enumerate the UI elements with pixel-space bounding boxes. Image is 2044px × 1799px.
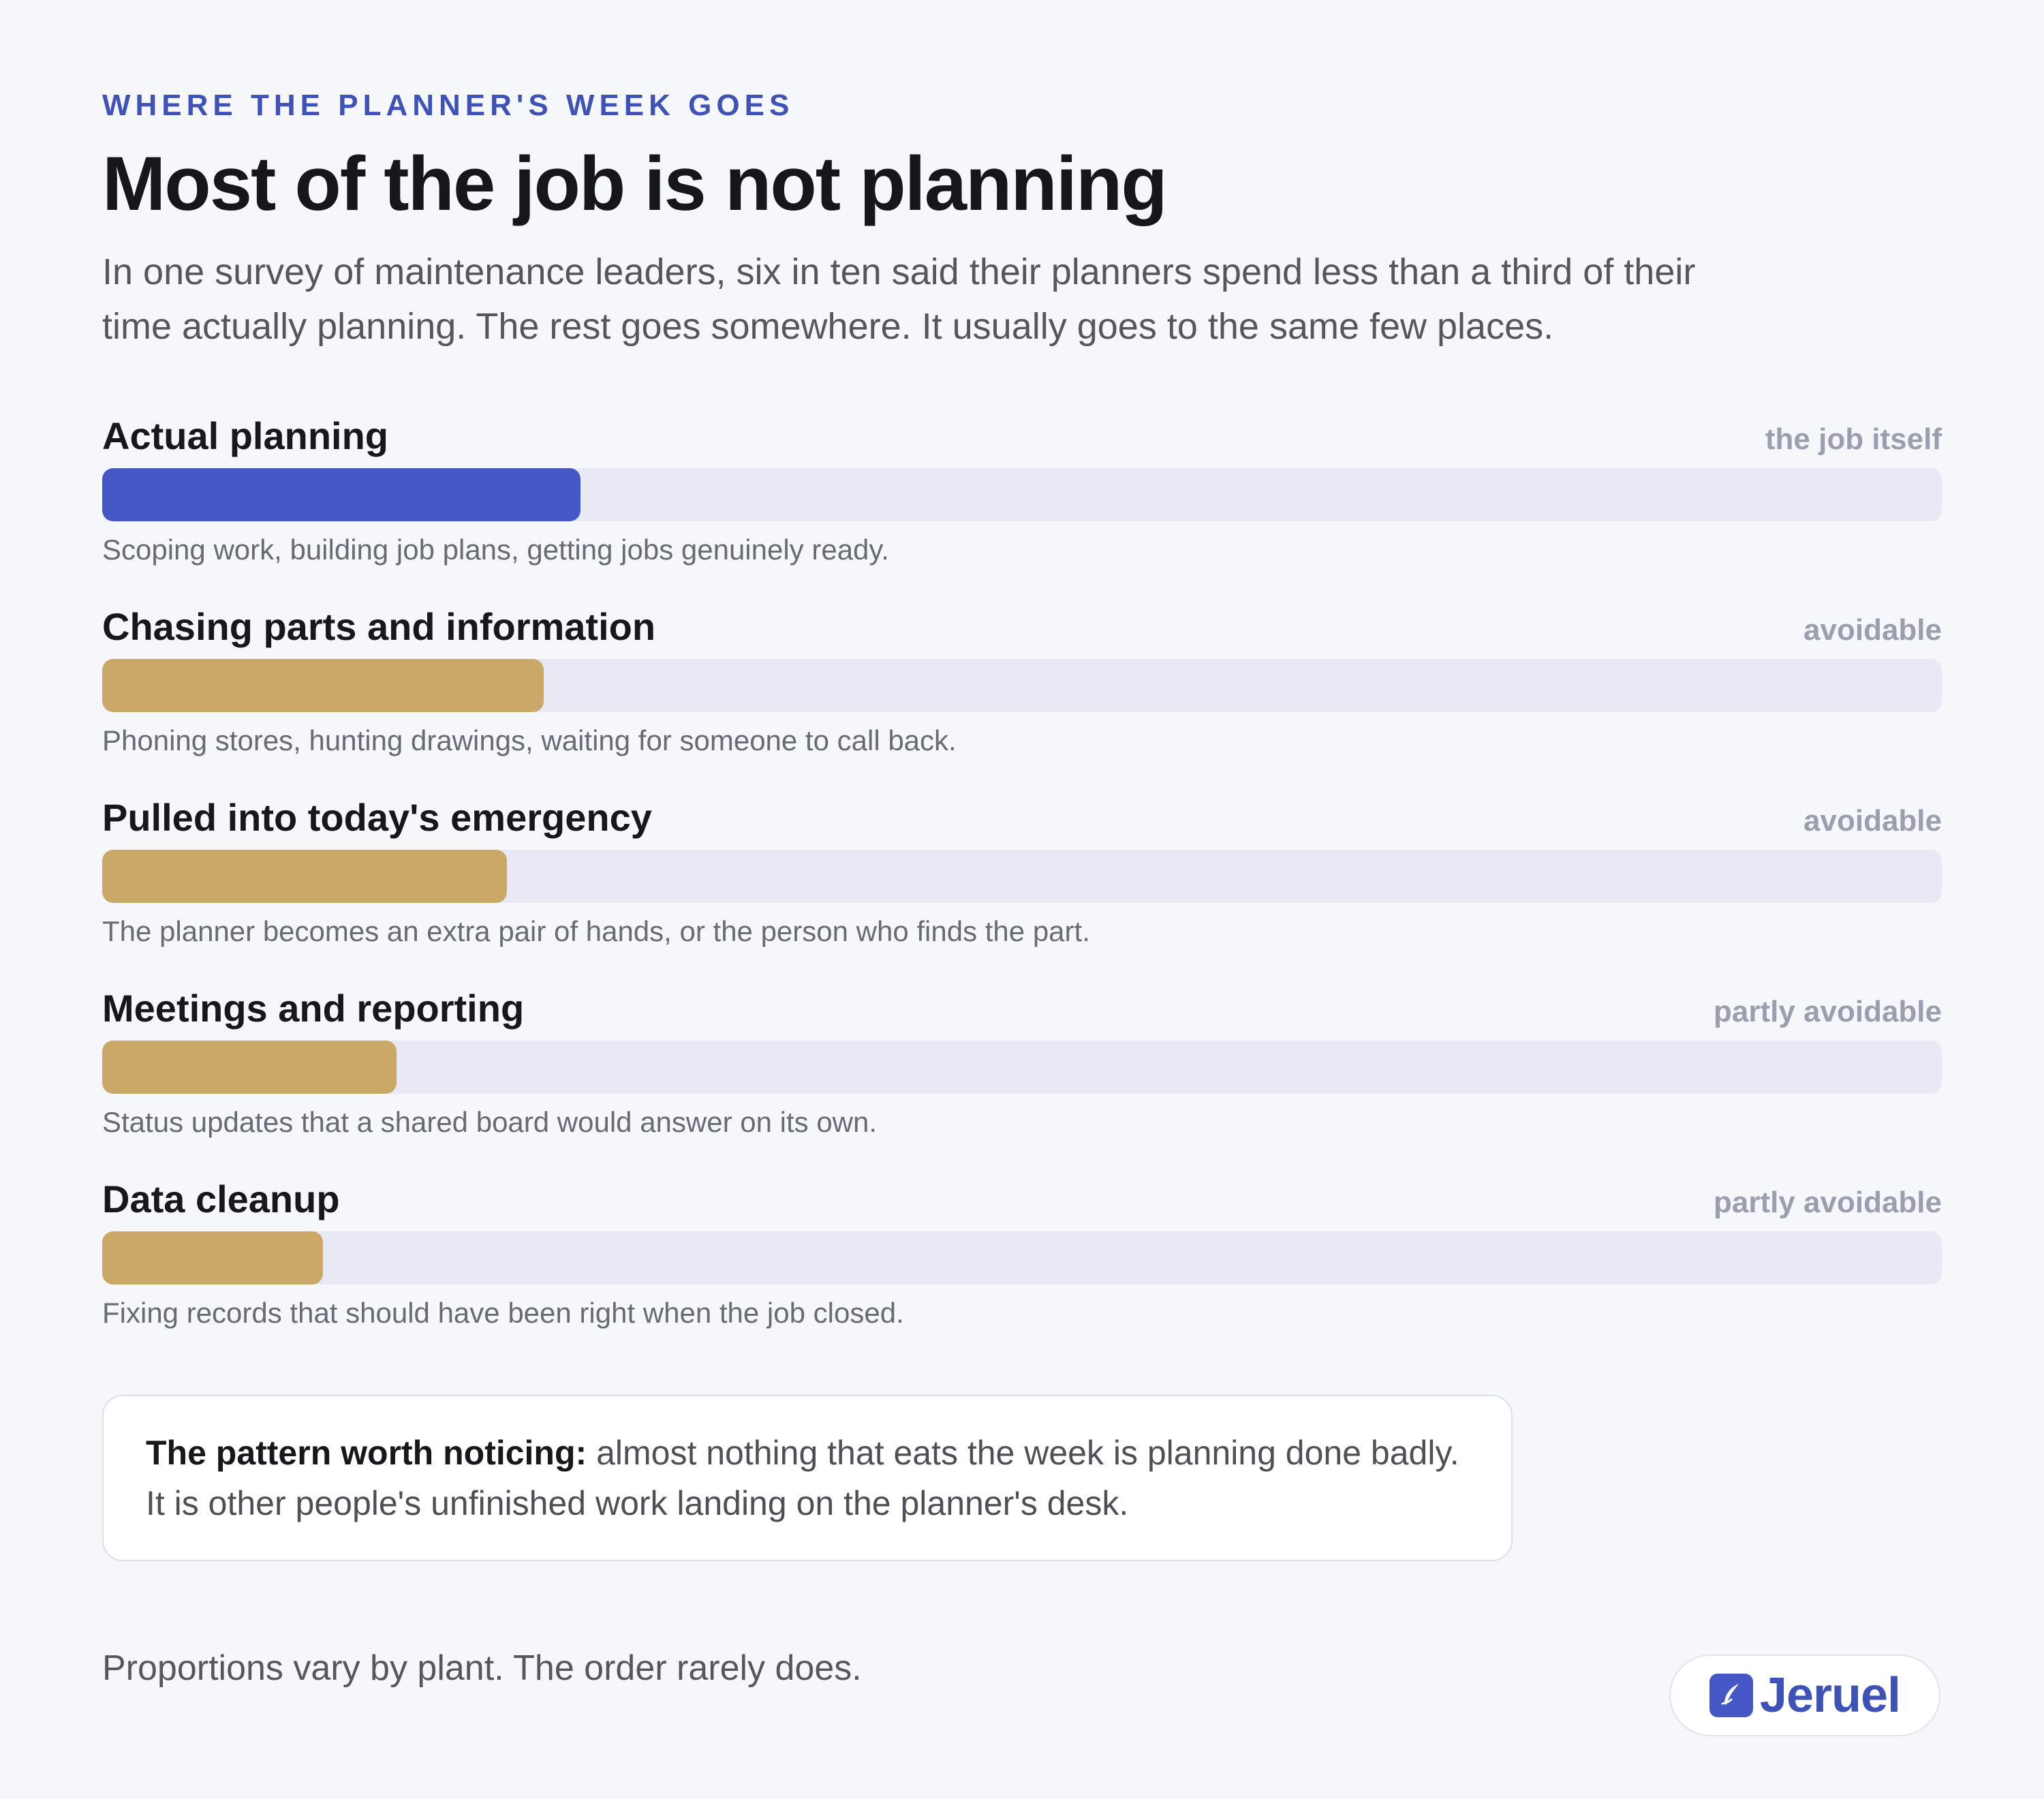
bar-track [102, 850, 1942, 904]
bar-track [102, 1231, 1942, 1285]
bar-row-header: Chasing parts and information avoidable [102, 604, 1942, 652]
bar-fill [102, 1231, 323, 1285]
brand-name: Jeruel [1759, 1668, 1901, 1723]
bar-row-header: Data cleanup partly avoidable [102, 1177, 1942, 1225]
callout-lead: The pattern worth noticing: [146, 1434, 587, 1473]
category-label: Actual planning [102, 414, 388, 458]
brand-badge: Jeruel [1669, 1655, 1940, 1736]
category-description: The planner becomes an extra pair of han… [102, 915, 1090, 948]
bar-row: Chasing parts and information avoidable Ph… [102, 604, 1942, 795]
category-description: Scoping work, building job plans, gettin… [102, 534, 889, 566]
category-tag: the job itself [1765, 422, 1942, 457]
bar-fill [102, 468, 580, 522]
bar-track [102, 1041, 1942, 1094]
footnote: Proportions vary by plant. The order rar… [102, 1648, 862, 1688]
category-tag: avoidable [1803, 613, 1942, 647]
bar-fill [102, 1041, 397, 1094]
bar-track [102, 468, 1942, 522]
category-tag: partly avoidable [1713, 995, 1942, 1029]
category-description: Status updates that a shared board would… [102, 1106, 878, 1139]
category-label: Pulled into today's emergency [102, 796, 652, 840]
bar-fill [102, 659, 544, 713]
category-label: Chasing parts and information [102, 605, 656, 649]
eyebrow: WHERE THE PLANNER'S WEEK GOES [102, 89, 794, 122]
callout-box: The pattern worth noticing: almost nothi… [102, 1395, 1513, 1562]
category-tag: partly avoidable [1713, 1186, 1942, 1220]
category-description: Phoning stores, hunting drawings, waitin… [102, 724, 957, 757]
bar-fill [102, 850, 507, 904]
bar-row-header: Pulled into today's emergency avoidable [102, 795, 1942, 843]
bar-row-header: Meetings and reporting partly avoidable [102, 986, 1942, 1034]
bar-row: Data cleanup partly avoidable Fixing recor… [102, 1177, 1942, 1368]
category-label: Meetings and reporting [102, 987, 525, 1030]
page-title: Most of the job is not planning [102, 141, 1168, 226]
intro-paragraph: In one survey of maintenance leaders, si… [102, 251, 1696, 348]
feather-logo-icon [1709, 1674, 1753, 1717]
callout-text: almost nothing that eats the week is pla… [146, 1434, 1459, 1523]
bar-row-header: Actual planning the job itself [102, 414, 1942, 461]
category-description: Fixing records that should have been rig… [102, 1297, 904, 1329]
category-label: Data cleanup [102, 1178, 340, 1221]
category-tag: avoidable [1803, 804, 1942, 838]
bar-row: Meetings and reporting partly avoidable St… [102, 986, 1942, 1177]
bar-row: Pulled into today's emergency avoidable Th… [102, 795, 1942, 986]
bar-row: Actual planning the job itself Scoping wor… [102, 414, 1942, 604]
bar-track [102, 659, 1942, 713]
bar-chart: Actual planning the job itself Scoping wor… [102, 414, 1942, 1368]
